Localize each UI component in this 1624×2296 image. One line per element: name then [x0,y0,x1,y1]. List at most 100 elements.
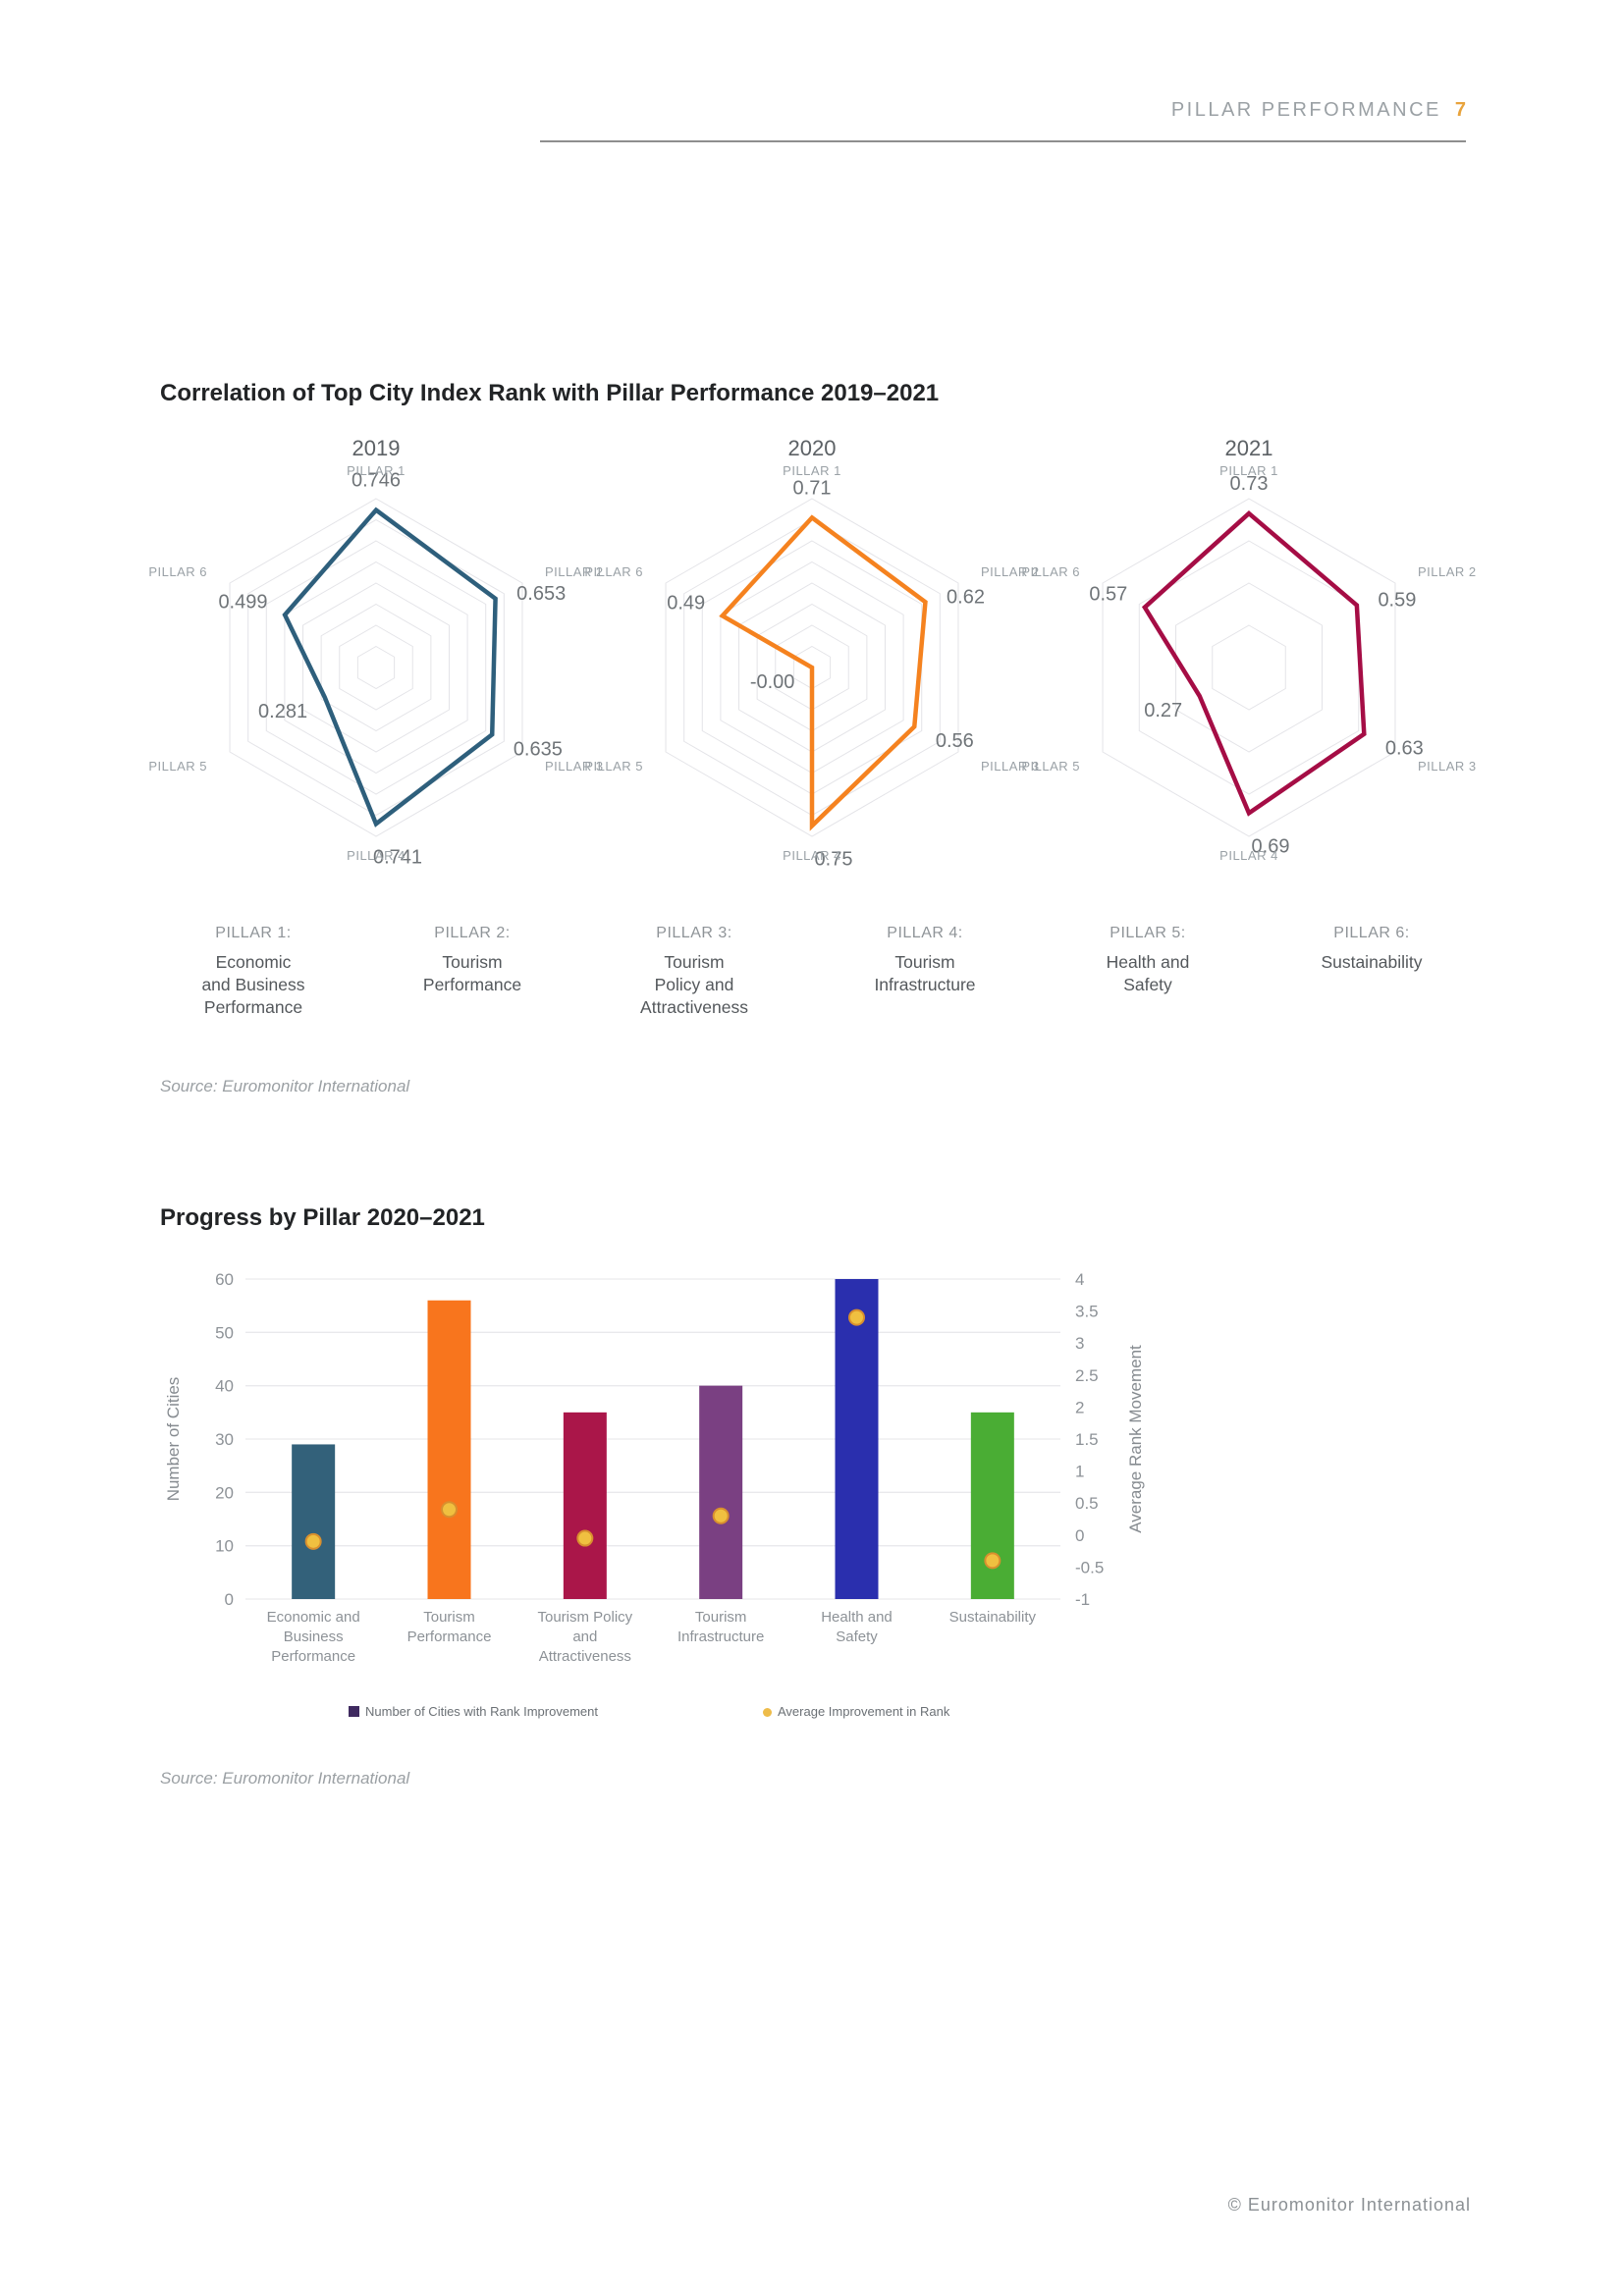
radar-axis-label: PILLAR 3 [981,759,1040,774]
correlation-source: Source: Euromonitor International [160,1077,410,1095]
radar-axis-label: PILLAR 1 [1219,463,1278,478]
radar-grid-ring [247,518,505,817]
radar-axis-label: PILLAR 4 [1219,848,1278,863]
radar-value-label: 0.653 [516,583,566,605]
pillar-definition-2: PILLAR 2: Tourism Performance [364,925,580,996]
right-axis-tick: 0 [1075,1526,1084,1545]
progress-figure-title: Progress by Pillar 2020–2021 [160,1204,485,1231]
category-label: Health and Safety [821,1609,893,1645]
header-page-number: 7 [1454,99,1466,121]
radar-axis-label: PILLAR 6 [1021,564,1080,579]
radar-axis-label: PILLAR 2 [545,564,604,579]
category-label: Tourism Infrastructure [677,1609,764,1645]
radar-grid-ring [1102,498,1396,837]
radar-value-label: 0.63 [1385,738,1424,760]
category-label: Tourism Policy and Attractiveness [537,1609,632,1665]
right-axis-tick: 1 [1075,1463,1084,1481]
left-axis-tick: 60 [215,1270,234,1289]
left-axis-tick: 50 [215,1323,234,1342]
pillar-definition-name: Tourism Policy and Attractiveness [640,952,748,1017]
radar-year-title: 2020 [788,436,837,460]
radar-data-polygon [719,514,928,831]
avg-improvement-dot-4 [712,1507,730,1524]
radar-value-label: 0.62 [947,586,985,608]
radar-value-label: 0.57 [1089,584,1127,606]
radar-axis-label: PILLAR 6 [584,564,643,579]
progress-source: Source: Euromonitor International [160,1769,410,1788]
radar-value-label: 0.59 [1378,590,1416,612]
page-header: PILLAR PERFORMANCE 7 [1171,99,1466,122]
pillar-definition-name: Sustainability [1321,952,1423,972]
radar-chart-2019: 2019 0.746 0.653 0.635 0.741 0.281 0.499 PILLAR… [148,436,604,868]
radar-value-label: 0.71 [793,477,832,499]
pillar-definition-name: Economic and Business Performance [201,952,305,1017]
legend-dot-icon [763,1708,772,1717]
right-axis-tick: 2.5 [1075,1366,1099,1385]
radar-grid-ring [229,498,523,837]
pillar-definition-name: Health and Safety [1106,952,1190,994]
right-axis-tick: 2 [1075,1398,1084,1416]
radar-grid-ring [1212,624,1286,711]
bar-1 [292,1444,336,1599]
pillar-definition-label: PILLAR 6: [1333,925,1410,941]
left-axis-title: Number of Cities [164,1377,183,1502]
radar-grid-ring [265,540,487,795]
radar-year-title: 2019 [352,436,401,460]
left-axis-tick: 30 [215,1430,234,1449]
radar-axis-label: PILLAR 3 [1418,759,1477,774]
left-axis-tick: 20 [215,1483,234,1502]
pillar-definition-4: PILLAR 4: Tourism Infrastructure [817,925,1033,996]
avg-improvement-dot-3 [576,1529,594,1547]
pillar-definition-label: PILLAR 4: [887,925,963,941]
radar-chart-2021: 2021 0.73 0.59 0.63 0.69 0.27 0.57 PILLAR 1 PILL… [1021,436,1477,863]
legend-square-icon [349,1706,359,1717]
radar-axis-label: PILLAR 2 [1418,564,1477,579]
legend-label: Number of Cities with Rank Improvement [365,1704,598,1719]
pillar-definition-1: PILLAR 1: Economic and Business Performance [145,925,361,1019]
radar-value-label: 0.49 [667,592,705,614]
category-label: Economic and Business Performance [267,1609,360,1665]
legend-item-2: Average Improvement in Rank [763,1704,949,1719]
radar-year-title: 2021 [1225,436,1273,460]
avg-improvement-dot-1 [304,1532,322,1550]
right-axis-title: Average Rank Movement [1126,1345,1145,1533]
radar-value-label: 0.75 [815,848,853,870]
radar-grid-ring [339,624,413,711]
correlation-figure-title: Correlation of Top City Index Rank with … [160,380,940,406]
radar-axis-label: PILLAR 2 [981,564,1040,579]
pillar-definition-label: PILLAR 5: [1110,925,1186,941]
radar-value-label: 0.741 [373,846,422,868]
pillar-definition-name: Tourism Performance [422,952,522,994]
left-axis-tick: 40 [215,1377,234,1396]
bar-6 [970,1412,1014,1599]
radar-value-label: 0.56 [936,730,974,752]
radar-axis-label: PILLAR 4 [783,848,841,863]
footer-copyright: © Euromonitor International [1227,2195,1471,2215]
left-axis-tick: 10 [215,1537,234,1556]
header-rule [540,140,1466,142]
radar-axis-label: PILLAR 6 [148,564,207,579]
bar-5 [835,1279,879,1599]
right-axis-tick: 1.5 [1075,1430,1099,1449]
radar-grid-ring [320,603,432,732]
radar-chart-2020: 2020 0.71 0.62 0.56 0.75 -0.00 0.49 PILLAR 1 PIL… [584,436,1040,870]
avg-improvement-dot-2 [441,1501,458,1519]
radar-value-label: 0.73 [1230,473,1269,495]
radar-grid-ring [356,645,396,690]
progress-bar-chart: 60 50 40 30 20 10 0 4 3.5 3 2.5 2 1.5 1 0.5 0 -0.5 -1 Numb… [164,1270,1145,1665]
right-axis-tick: 0.5 [1075,1494,1099,1513]
bar-3 [563,1412,607,1599]
radar-grid-ring [302,582,450,753]
radar-axis-label: PILLAR 5 [1021,759,1080,774]
category-label: Tourism Performance [407,1609,492,1645]
header-section-title: PILLAR PERFORMANCE [1170,99,1441,121]
pillar-definition-6: PILLAR 6: Sustainability [1264,925,1480,974]
radar-data-polygon [1141,510,1367,817]
radar-value-label: 0.635 [514,738,563,760]
legend-label: Average Improvement in Rank [778,1704,950,1719]
radar-axis-label: PILLAR 1 [783,463,841,478]
radar-grid-ring [1175,582,1323,753]
radar-value-label: 0.499 [218,591,267,613]
right-axis-tick: -0.5 [1075,1558,1104,1576]
